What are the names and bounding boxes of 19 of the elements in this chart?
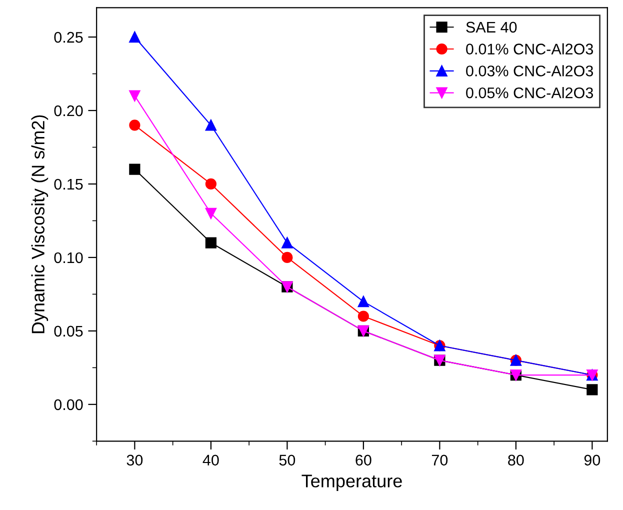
x-tick-label: 90 <box>584 454 600 466</box>
y-tick-label: 0.20 <box>54 105 83 116</box>
legend-label: 0.01% CNC-Al2O3 <box>466 43 594 55</box>
x-tick-label: 70 <box>432 454 448 466</box>
x-tick-label: 30 <box>126 454 143 466</box>
x-axis-title: Temperature <box>302 474 402 491</box>
x-tick-label: 60 <box>356 454 372 466</box>
x-tick-label: 80 <box>508 454 524 466</box>
y-axis-title: Dynamic Viscosity (N s/m2) <box>31 115 48 334</box>
x-tick-label: 40 <box>202 454 219 466</box>
y-tick-label: 0.00 <box>54 399 83 410</box>
legend-label: 0.03% CNC-Al2O3 <box>466 65 594 76</box>
y-tick-label: 0.05 <box>54 326 83 337</box>
legend-label: 0.05% CNC-Al2O3 <box>466 87 594 98</box>
y-tick-label: 0.25 <box>54 32 83 43</box>
x-tick-label: 50 <box>279 454 296 466</box>
legend-label: SAE 40 <box>466 22 517 33</box>
y-tick-label: 0.15 <box>54 178 83 190</box>
y-tick-label: 0.10 <box>54 252 83 264</box>
